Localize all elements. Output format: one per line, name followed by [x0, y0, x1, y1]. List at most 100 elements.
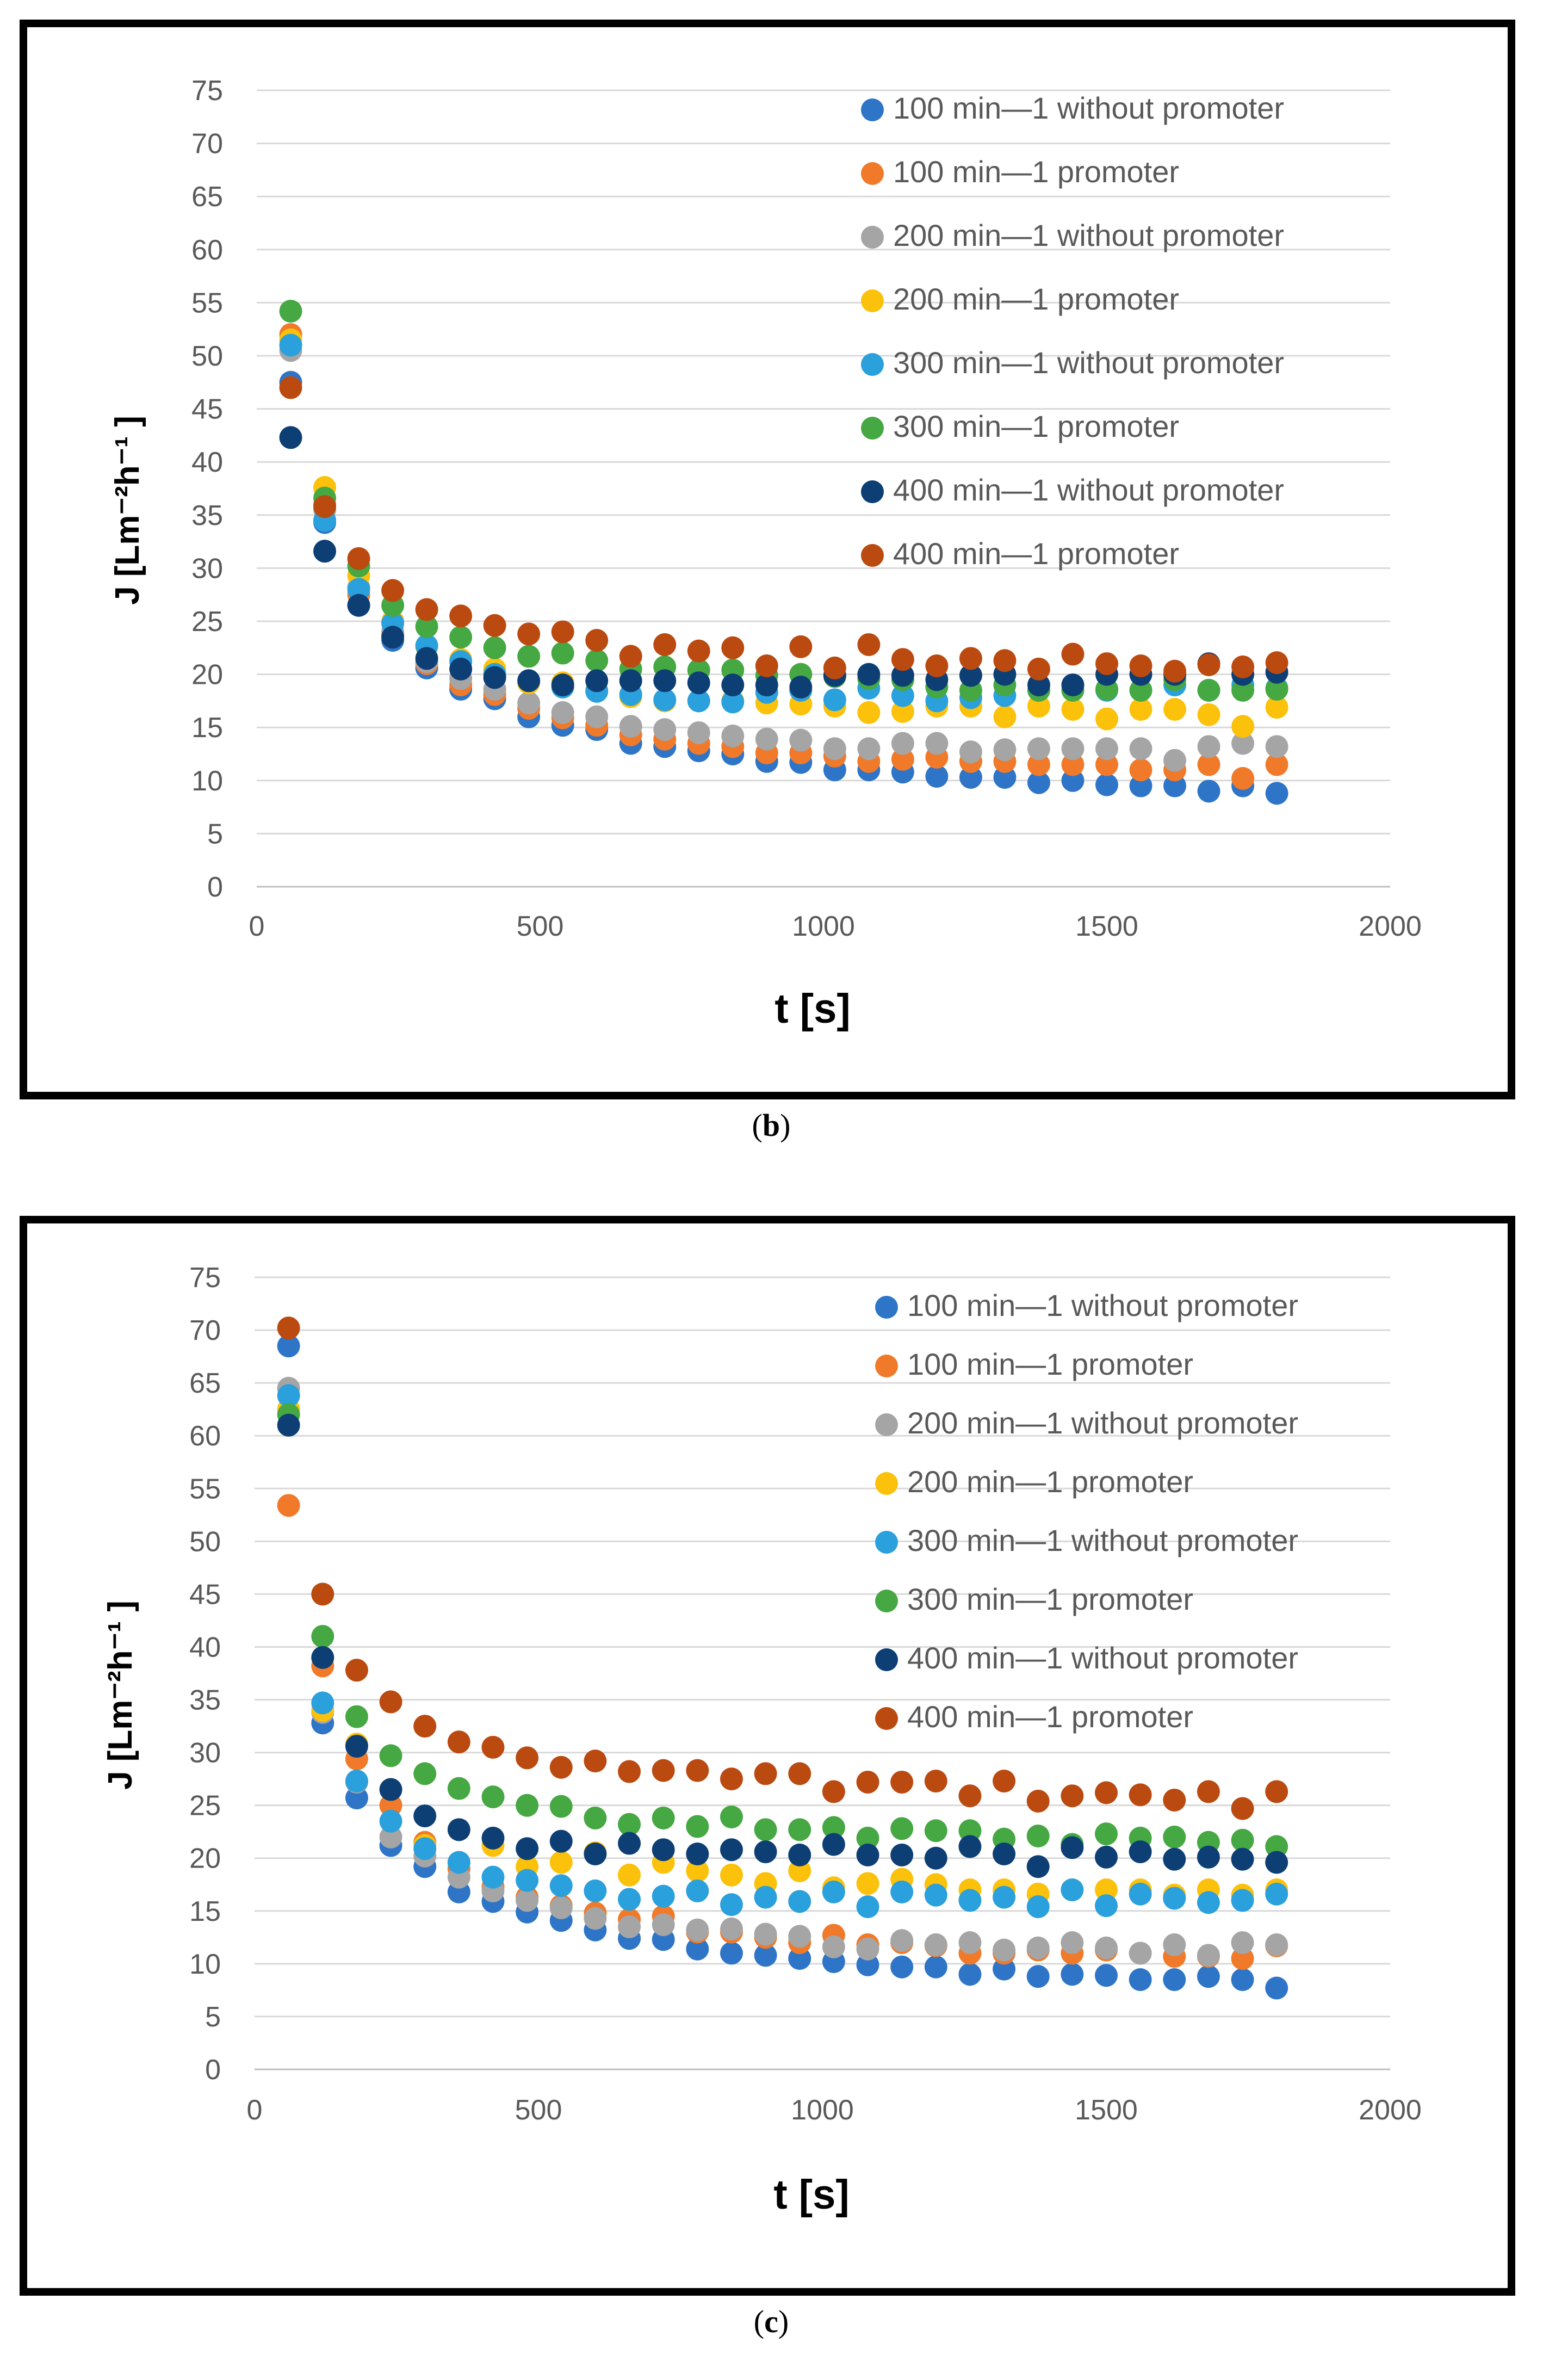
data-point [1231, 1931, 1254, 1955]
data-point [1231, 1889, 1254, 1912]
data-point [1026, 1824, 1050, 1847]
data-point [1265, 1835, 1288, 1858]
data-point [1265, 1933, 1288, 1956]
x-axis-label: t [s] [774, 986, 850, 1032]
legend-label: 400 min—1 promoter [907, 1699, 1193, 1734]
data-point [1163, 1968, 1186, 1991]
data-point [277, 1494, 300, 1517]
data-point [891, 648, 914, 671]
x-tick-label: 1000 [791, 2094, 854, 2126]
data-point [1027, 771, 1050, 794]
x-tick-label: 500 [517, 911, 564, 942]
data-point [1163, 1847, 1186, 1871]
data-point [585, 629, 609, 652]
legend-marker [861, 353, 884, 376]
data-point [1265, 1851, 1288, 1874]
data-point [958, 1889, 982, 1912]
data-point [516, 1794, 539, 1817]
y-tick-label: 35 [189, 1685, 221, 1716]
data-point [687, 721, 710, 744]
y-tick-label: 55 [191, 287, 223, 319]
legend-marker [861, 417, 884, 440]
data-point [1061, 753, 1085, 776]
y-tick-label: 65 [191, 181, 223, 213]
data-point [686, 1879, 709, 1902]
data-point [653, 688, 677, 712]
data-point [517, 645, 541, 668]
y-tick-label: 20 [191, 659, 223, 691]
data-point [277, 1413, 300, 1437]
data-point [1026, 1965, 1050, 1988]
data-point [653, 718, 677, 741]
y-tick-label: 0 [207, 871, 223, 903]
y-axis-label: J [Lm⁻²h⁻¹ ] [102, 1600, 139, 1790]
data-point [549, 1851, 573, 1874]
y-tick-label: 45 [189, 1579, 221, 1610]
data-point [789, 676, 813, 699]
data-point [516, 1746, 539, 1770]
data-point [618, 1888, 641, 1911]
data-point [279, 300, 302, 323]
data-point [1163, 1887, 1186, 1910]
data-point [1265, 677, 1288, 701]
data-point [1129, 737, 1152, 761]
data-point [857, 737, 881, 761]
data-point [890, 1955, 914, 1979]
data-point [1265, 753, 1288, 776]
data-point [754, 1922, 777, 1946]
data-point [1095, 1878, 1118, 1901]
data-point [686, 1842, 709, 1865]
data-point [1265, 735, 1288, 758]
data-point [1163, 749, 1187, 772]
data-point [925, 654, 949, 677]
data-point [413, 1837, 437, 1860]
data-point [721, 673, 745, 697]
data-point [653, 633, 677, 656]
data-point [481, 1826, 505, 1850]
data-point [1197, 678, 1220, 702]
data-point [551, 673, 574, 697]
data-point [891, 664, 914, 687]
data-point [721, 690, 745, 714]
y-tick-label: 50 [189, 1526, 221, 1557]
data-point [516, 1889, 539, 1912]
series-5 [277, 1384, 1288, 1919]
data-point [686, 1759, 709, 1782]
series-8 [277, 1316, 1288, 1820]
y-tick-label: 30 [191, 553, 223, 584]
data-point [958, 1819, 982, 1843]
data-point [1197, 1891, 1220, 1914]
y-tick-label: 60 [189, 1420, 221, 1452]
data-point [1163, 774, 1187, 798]
legend-marker [861, 544, 884, 567]
y-tick-label: 70 [191, 128, 223, 160]
data-point [993, 1886, 1016, 1909]
data-point [652, 1884, 675, 1908]
data-point [277, 1334, 300, 1358]
data-point [1265, 782, 1288, 805]
data-point [1197, 703, 1220, 726]
data-point [313, 495, 337, 518]
data-point [1197, 1944, 1220, 1967]
data-point [1095, 1964, 1118, 1987]
y-tick-label: 5 [207, 818, 223, 850]
data-point [1129, 1783, 1152, 1807]
data-point [924, 1883, 947, 1907]
data-point [1231, 1828, 1254, 1852]
data-point [686, 1918, 709, 1942]
y-tick-label: 40 [189, 1631, 221, 1663]
data-point [584, 1907, 607, 1930]
data-point [1197, 1780, 1220, 1803]
caption-c: (c) [753, 2304, 789, 2339]
data-point [1095, 1894, 1118, 1918]
data-point [1197, 653, 1220, 677]
y-tick-label: 70 [189, 1315, 221, 1346]
data-point [345, 1786, 368, 1810]
data-point [754, 1818, 777, 1841]
data-point [687, 639, 710, 663]
x-tick-label: 2000 [1359, 911, 1422, 942]
data-point [788, 1843, 811, 1866]
data-point [720, 1806, 743, 1829]
legend-marker [875, 1707, 898, 1730]
data-point [1231, 1797, 1254, 1820]
